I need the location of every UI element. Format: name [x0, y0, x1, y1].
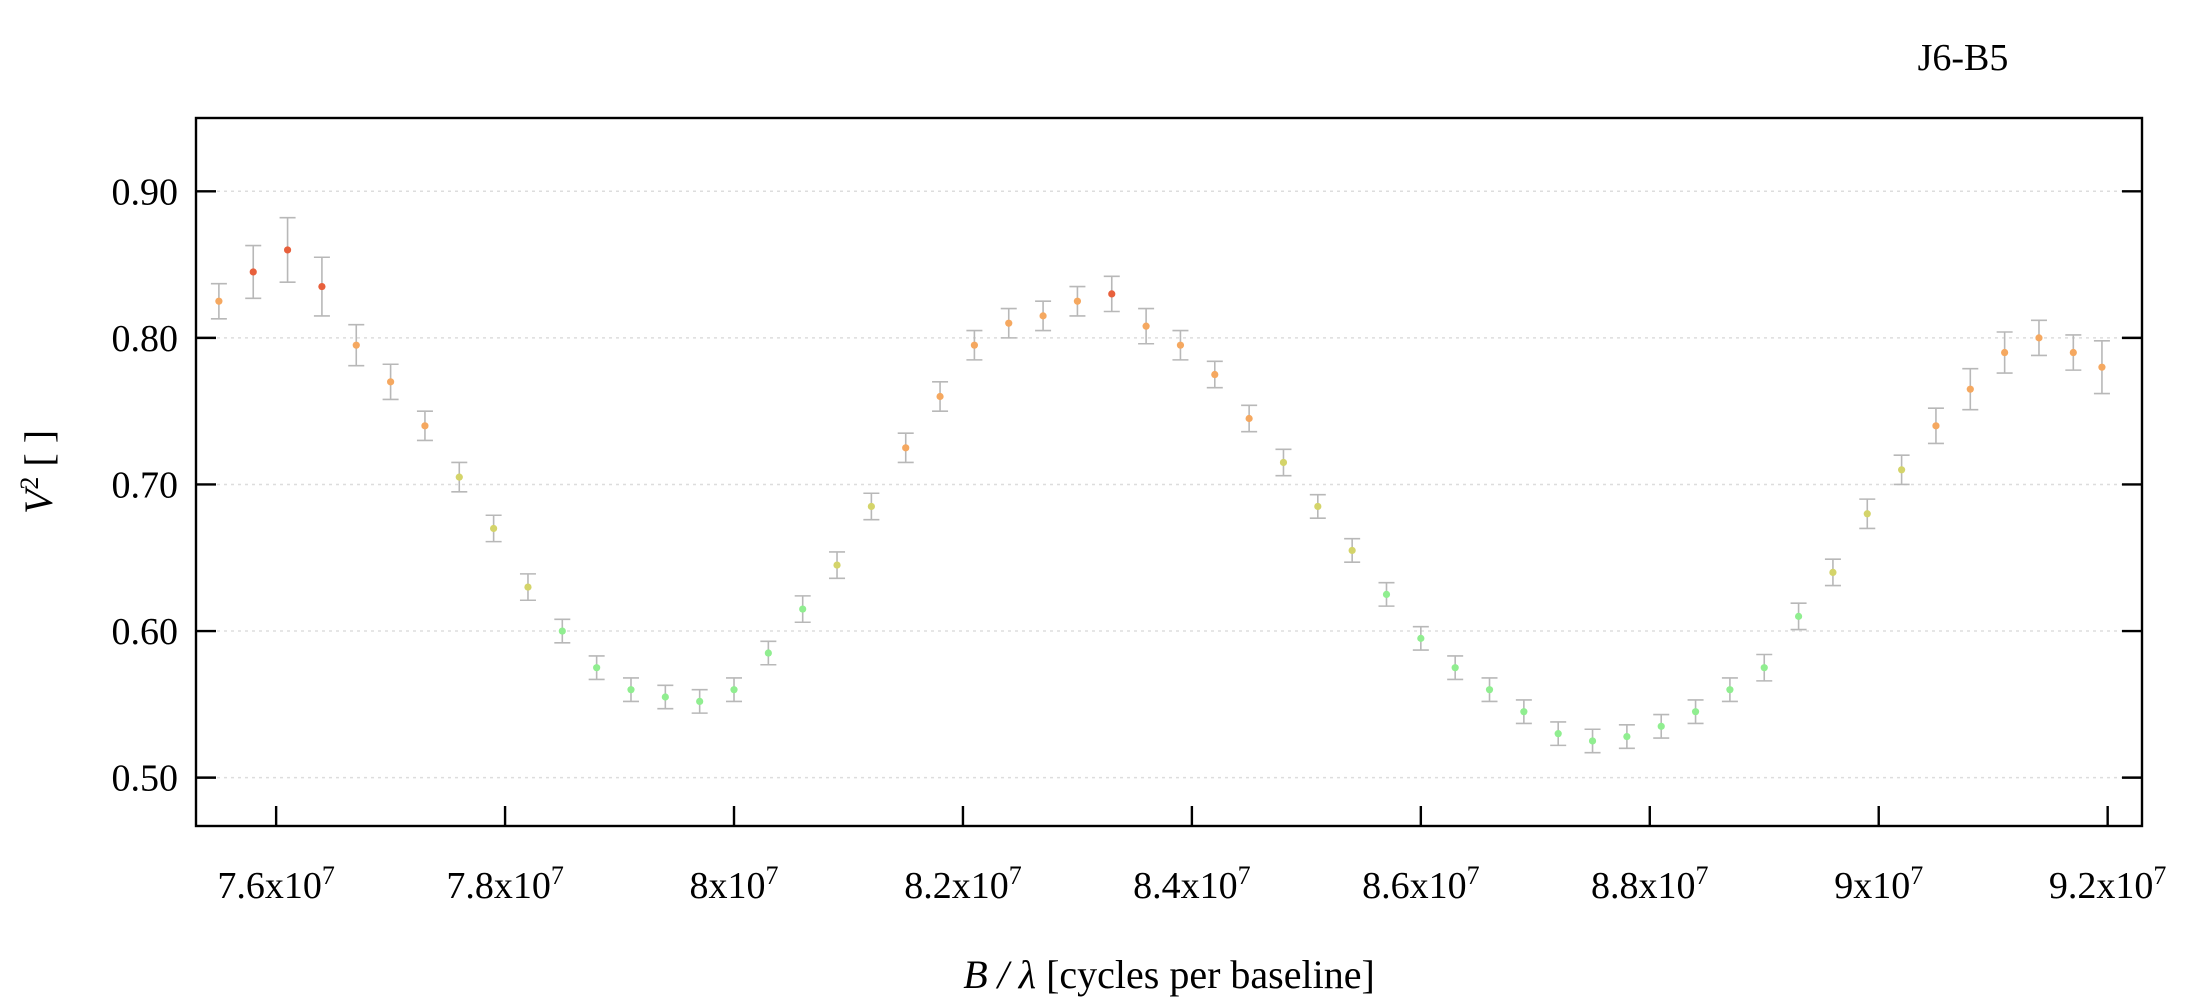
data-points: [210, 216, 2110, 754]
x-tick-label: 7.8x107: [446, 861, 563, 908]
chart-title: J6-B5: [1918, 37, 2009, 79]
data-point: [1412, 625, 1429, 651]
data-point: [1790, 602, 1807, 631]
data-point: [1824, 558, 1841, 587]
data-point: [1893, 454, 1910, 486]
data-point: [588, 655, 605, 681]
data-point: [416, 410, 433, 442]
data-point: [245, 244, 262, 300]
x-axis-title: B / λ [cycles per baseline]: [963, 952, 1375, 997]
x-tick-label: 8x107: [690, 861, 779, 908]
y-tick-label: 0.60: [112, 611, 179, 653]
data-point: [726, 677, 743, 703]
data-point: [485, 514, 502, 543]
data-point: [210, 282, 227, 320]
data-point: [1687, 699, 1704, 725]
data-point: [966, 329, 983, 361]
data-point: [1069, 285, 1086, 317]
y-tick-label: 0.90: [112, 171, 179, 213]
y-axis-title: V2 [ ]: [15, 430, 62, 514]
data-point: [1962, 367, 1979, 411]
data-point: [794, 595, 811, 624]
data-point: [1206, 360, 1223, 389]
data-point: [451, 461, 468, 493]
data-point: [279, 216, 296, 283]
data-point: [2065, 334, 2082, 371]
x-tick-label: 9x107: [1834, 861, 1923, 908]
data-point: [1172, 329, 1189, 361]
data-point: [1859, 498, 1876, 530]
y-axis-superscript: 2: [15, 477, 44, 490]
gridlines: [196, 190, 2142, 779]
x-tick-label: 8.6x107: [1362, 861, 1480, 908]
data-point: [1103, 275, 1120, 313]
y-axis-variable: V: [16, 485, 61, 514]
data-point: [1618, 724, 1635, 750]
data-point: [1275, 448, 1292, 477]
data-point: [1515, 699, 1532, 725]
data-point: [1481, 677, 1498, 703]
data-point: [519, 573, 536, 602]
data-point: [382, 363, 399, 401]
x-axis-variable: B / λ: [963, 952, 1036, 997]
data-point: [1035, 300, 1052, 332]
data-point: [829, 551, 846, 580]
x-tick-label: 8.4x107: [1133, 861, 1251, 908]
data-point: [1996, 331, 2013, 374]
data-point: [932, 381, 949, 412]
y-axis-unit: [ ]: [16, 430, 61, 477]
data-point: [1344, 537, 1361, 563]
x-axis: 7.6x107 7.8x107 8x107 8.2x107 8.4x107 8.6x107…: [217, 806, 2166, 907]
data-point: [1653, 713, 1670, 739]
data-point: [1584, 728, 1601, 754]
data-point: [691, 688, 708, 714]
data-point: [554, 618, 571, 644]
plot-frame: [194, 116, 2144, 828]
x-axis-unit: [cycles per baseline]: [1036, 952, 1375, 997]
x-tick-label: 8.8x107: [1591, 861, 1709, 908]
data-point: [1550, 721, 1567, 747]
data-point: [348, 323, 365, 367]
data-point: [1000, 307, 1017, 339]
y-tick-label: 0.50: [112, 758, 179, 800]
data-point: [1309, 493, 1326, 519]
data-point: [1927, 407, 1944, 445]
data-point: [1756, 653, 1773, 682]
y-tick-label: 0.70: [112, 464, 179, 506]
data-point: [2093, 340, 2110, 395]
data-point: [897, 432, 914, 464]
data-point: [622, 677, 639, 703]
data-point: [1378, 581, 1395, 607]
y-axis: 0.50 0.60 0.70 0.80 0.90: [112, 171, 2142, 800]
data-point: [1721, 677, 1738, 703]
data-point: [313, 256, 330, 317]
data-point: [1447, 655, 1464, 681]
data-point: [760, 640, 777, 666]
x-tick-label: 8.2x107: [904, 861, 1021, 908]
y-tick-label: 0.80: [112, 318, 179, 360]
x-tick-label: 7.6x107: [217, 861, 335, 908]
data-point: [2030, 319, 2047, 357]
x-tick-label: 9.2x107: [2049, 861, 2167, 908]
data-point: [863, 492, 880, 521]
data-point: [1138, 307, 1155, 345]
data-point: [1241, 404, 1258, 433]
data-point: [657, 684, 674, 710]
